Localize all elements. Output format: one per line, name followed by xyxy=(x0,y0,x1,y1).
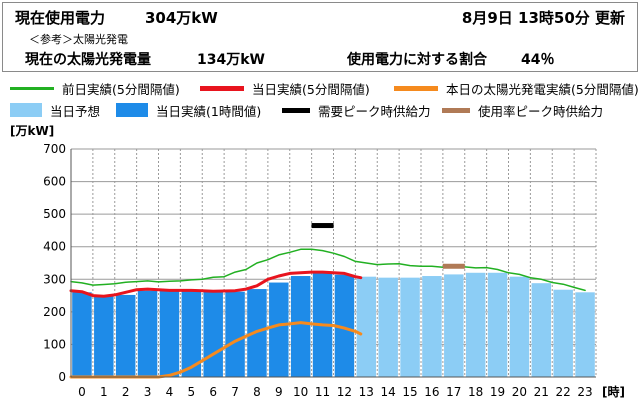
reference-note: ＜参考＞太陽光発電 xyxy=(29,33,128,46)
legend-item-peak-demand: 需要ピーク時供給力 xyxy=(282,101,431,119)
y-tick-label: 0 xyxy=(58,370,66,384)
legend-item-today-hourly: 当日実績(1時間値) xyxy=(116,101,261,119)
bar-actual-hourly xyxy=(181,290,202,377)
x-tick-label: 18 xyxy=(468,385,483,399)
solar-generation-value: 134万kW xyxy=(197,52,265,68)
legend-label-peak-demand: 需要ピーク時供給力 xyxy=(318,103,431,119)
legend-swatch-today-hourly xyxy=(116,103,148,117)
solar-ratio-value: 44％ xyxy=(521,52,555,68)
current-usage-label: 現在使用電力 xyxy=(15,9,106,27)
bar-forecast xyxy=(378,277,398,377)
y-tick-label: 300 xyxy=(43,272,66,286)
y-tick-label: 600 xyxy=(43,175,66,189)
x-tick-label: 4 xyxy=(166,385,174,399)
bar-actual-hourly xyxy=(290,276,311,377)
bar-forecast xyxy=(575,292,595,377)
legend-label-forecast: 当日予想 xyxy=(50,103,101,119)
y-tick-label: 100 xyxy=(43,337,66,351)
series-prev-day-line xyxy=(70,248,586,292)
x-tick-label: 22 xyxy=(556,385,571,399)
legend-swatch-peak-usage xyxy=(442,107,470,113)
x-tick-label: 10 xyxy=(293,385,308,399)
solar-ratio-label: 使用電力に対する割合 xyxy=(347,52,487,68)
legend-item-peak-usage: 使用率ピーク時供給力 xyxy=(442,101,603,119)
bar-forecast xyxy=(487,272,508,377)
legend-label-solar: 本日の太陽光発電実績(5分間隔値) xyxy=(446,81,639,97)
legend-swatch-forecast xyxy=(10,103,42,117)
x-tick-label: 3 xyxy=(144,385,152,399)
bar-actual-hourly xyxy=(115,294,136,377)
bar-forecast xyxy=(465,272,486,377)
y-tick-label: 200 xyxy=(43,305,66,319)
x-tick-label: 16 xyxy=(424,385,439,399)
x-tick-label: 12 xyxy=(337,385,352,399)
bar-actual-hourly xyxy=(269,282,289,377)
legend-label-peak-usage: 使用率ピーク時供給力 xyxy=(478,103,604,119)
legend-item-today-5min: 当日実績(5分間隔値) xyxy=(200,79,370,97)
series-today-5min-line xyxy=(69,270,363,298)
y-tick-label: 700 xyxy=(43,142,66,156)
x-tick-label: 0 xyxy=(78,385,86,399)
bar-actual-hourly xyxy=(94,296,114,377)
x-tick-label: 20 xyxy=(512,385,527,399)
x-tick-label: 23 xyxy=(577,385,592,399)
legend-swatch-prev-day xyxy=(10,86,54,90)
bar-actual-hourly xyxy=(225,291,245,377)
x-tick-label: 8 xyxy=(253,385,261,399)
bar-actual-hourly xyxy=(247,289,267,377)
x-tick-label: 21 xyxy=(534,385,549,399)
marker-peak-usage-supply xyxy=(442,263,465,269)
legend-item-forecast: 当日予想 xyxy=(10,101,100,119)
legend-item-solar: 本日の太陽光発電実績(5分間隔値) xyxy=(394,79,639,97)
bar-forecast xyxy=(422,276,442,377)
bar-actual-hourly xyxy=(334,274,355,377)
bar-forecast xyxy=(444,274,464,377)
x-tick-label: 13 xyxy=(359,385,374,399)
legend-label-today-5min: 当日実績(5分間隔値) xyxy=(252,81,370,97)
bar-forecast xyxy=(356,276,377,377)
update-datetime: 8月9日 13時50分 更新 xyxy=(461,9,625,27)
y-axis-label: [万kW] xyxy=(10,124,54,138)
y-tick-label: 500 xyxy=(43,207,66,221)
legend-item-prev-day: 前日実績(5分間隔値) xyxy=(10,79,180,97)
solar-generation-label: 現在の太陽光発電量 xyxy=(25,52,151,68)
bar-actual-hourly xyxy=(72,292,92,377)
y-tick-label: 400 xyxy=(43,240,66,254)
x-tick-label: 11 xyxy=(315,385,330,399)
x-tick-label: 15 xyxy=(402,385,417,399)
bar-actual-hourly xyxy=(159,289,180,377)
x-axis-label: [時] xyxy=(602,384,625,399)
x-tick-label: 7 xyxy=(231,385,239,399)
bar-forecast xyxy=(400,277,420,377)
x-tick-label: 5 xyxy=(187,385,195,399)
marker-peak-demand-supply xyxy=(311,223,334,229)
legend-label-today-hourly: 当日実績(1時間値) xyxy=(156,103,262,119)
x-tick-label: 6 xyxy=(209,385,217,399)
bar-actual-hourly xyxy=(203,291,223,377)
x-tick-label: 9 xyxy=(275,385,283,399)
legend-swatch-solar xyxy=(394,85,438,91)
x-tick-label: 2 xyxy=(122,385,130,399)
bar-forecast xyxy=(531,283,552,377)
legend-swatch-today-5min xyxy=(200,85,244,91)
x-tick-label: 1 xyxy=(100,385,108,399)
bar-forecast xyxy=(509,276,530,377)
x-tick-label: 17 xyxy=(446,385,461,399)
current-usage-value: 304万kW xyxy=(145,9,218,27)
x-tick-label: 14 xyxy=(381,385,396,399)
bar-actual-hourly xyxy=(137,290,158,377)
summary-panel: 現在使用電力 304万kW 8月9日 13時50分 更新 ＜参考＞太陽光発電 現… xyxy=(2,2,638,72)
x-tick-label: 19 xyxy=(490,385,505,399)
legend-swatch-peak-demand xyxy=(282,107,310,113)
legend-label-prev-day: 前日実績(5分間隔値) xyxy=(62,81,180,97)
bar-forecast xyxy=(553,289,573,377)
